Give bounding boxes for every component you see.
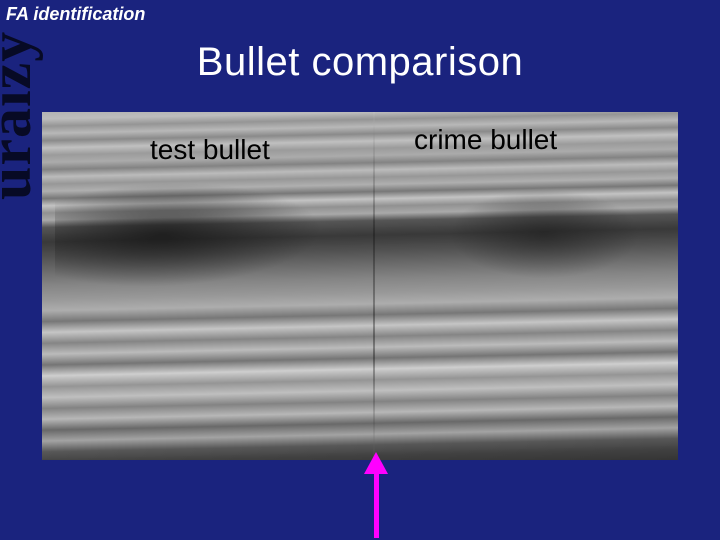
- label-test-bullet: test bullet: [150, 134, 270, 166]
- dark-region-right: [449, 189, 640, 279]
- watermark-text: uraizy: [0, 0, 45, 200]
- dark-region-left: [55, 177, 322, 291]
- comparison-micrograph: [42, 112, 678, 460]
- slide-title: Bullet comparison: [0, 40, 720, 85]
- arrow-shaft: [374, 470, 379, 538]
- label-crime-bullet: crime bullet: [414, 124, 557, 156]
- comparison-seam: [373, 112, 375, 460]
- pointer-arrow: [364, 452, 388, 538]
